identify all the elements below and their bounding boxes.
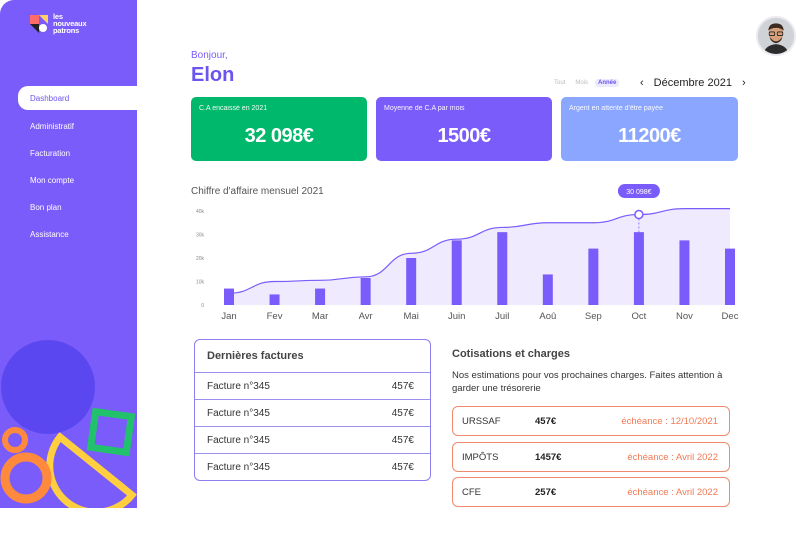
sidebar-nav: Dashboard Administratif Facturation Mon … <box>0 86 137 248</box>
brand-logo[interactable]: les nouveaux patrons <box>30 13 86 34</box>
x-tick-label: Mai <box>404 311 419 322</box>
bar <box>588 249 598 305</box>
stat-card-label: Moyenne de C.A par mois <box>384 105 465 112</box>
chevron-left-icon[interactable]: ‹ <box>640 77 644 89</box>
stat-card-ca[interactable]: C.A encaissé en 2021 32 098€ <box>191 97 367 161</box>
sidebar-item-mon-compte[interactable]: Mon compte <box>0 167 137 194</box>
tab-mois[interactable]: Mois <box>572 79 591 87</box>
bar <box>452 240 462 305</box>
x-tick-label: Juin <box>448 311 465 322</box>
charges-description: Nos estimations pour vos prochaines char… <box>452 369 732 395</box>
charge-amount: 457€ <box>535 416 556 427</box>
charge-item-impots[interactable]: IMPÔTS 1457€ échéance : Avril 2022 <box>452 442 730 472</box>
logo-word-3: patrons <box>53 27 86 34</box>
invoice-row[interactable]: Facture n°345 457€ <box>195 426 430 453</box>
x-tick-label: Dec <box>722 311 739 322</box>
invoice-name: Facture n°345 <box>207 408 270 419</box>
y-tick-label: 20k <box>196 256 205 262</box>
invoice-amount: 457€ <box>392 408 414 419</box>
month-navigator: ‹ Décembre 2021 › <box>640 77 746 89</box>
chevron-right-icon[interactable]: › <box>742 77 746 89</box>
x-tick-label: Mar <box>312 311 328 322</box>
bar <box>679 240 689 305</box>
sidebar-item-dashboard[interactable]: Dashboard <box>18 86 137 110</box>
charge-amount: 1457€ <box>535 452 561 463</box>
stat-card-value: 32 098€ <box>191 125 367 148</box>
stat-card-label: C.A encaissé en 2021 <box>199 105 267 112</box>
decorative-shapes <box>0 330 137 508</box>
invoice-name: Facture n°345 <box>207 462 270 473</box>
x-tick-label: Avr <box>359 311 373 322</box>
logo-text: les nouveaux patrons <box>53 13 86 34</box>
greeting-text: Bonjour, <box>191 50 228 61</box>
x-tick-label: Fev <box>267 311 283 322</box>
area-fill <box>229 209 730 305</box>
bar <box>270 294 280 305</box>
y-tick-label: 10k <box>196 280 205 286</box>
invoice-name: Facture n°345 <box>207 435 270 446</box>
stat-card-value: 11200€ <box>561 125 738 148</box>
revenue-chart: 40k 30k 20k 10k 0 Jan Fev Mar Avr Mai Juin Juil Aoû S… <box>191 182 741 327</box>
stat-card-label: Argent en attente d'être payée <box>569 105 663 112</box>
invoice-amount: 457€ <box>392 462 414 473</box>
bar <box>315 289 325 305</box>
invoice-name: Facture n°345 <box>207 381 270 392</box>
bar <box>725 249 735 305</box>
tab-tout[interactable]: Tout <box>551 79 568 87</box>
bar <box>406 258 416 305</box>
charge-due: échéance : Avril 2022 <box>627 452 718 463</box>
tab-annee[interactable]: Année <box>595 79 619 87</box>
y-tick-label: 40k <box>196 209 205 215</box>
x-tick-label: Oct <box>632 311 647 322</box>
stat-card-moyenne[interactable]: Moyenne de C.A par mois 1500€ <box>376 97 552 161</box>
charges-title: Cotisations et charges <box>452 348 570 360</box>
charge-due: échéance : Avril 2022 <box>627 487 718 498</box>
user-photo-icon <box>758 18 794 54</box>
charge-item-cfe[interactable]: CFE 257€ échéance : Avril 2022 <box>452 477 730 507</box>
y-tick-label: 0 <box>201 303 204 309</box>
invoice-row[interactable]: Facture n°345 457€ <box>195 372 430 399</box>
bar <box>361 278 371 305</box>
invoice-amount: 457€ <box>392 381 414 392</box>
charge-name: CFE <box>462 487 481 498</box>
avatar[interactable] <box>756 16 796 56</box>
invoices-title: Dernières factures <box>207 350 304 362</box>
x-tick-label: Nov <box>676 311 693 322</box>
month-label: Décembre 2021 <box>654 77 732 89</box>
user-name: Elon <box>191 64 234 87</box>
charge-name: URSSAF <box>462 416 501 427</box>
sidebar-item-assistance[interactable]: Assistance <box>0 221 137 248</box>
sidebar-item-bon-plan[interactable]: Bon plan <box>0 194 137 221</box>
logo-mark-icon <box>30 15 48 33</box>
invoices-panel: Dernières factures Facture n°345 457€ Fa… <box>194 339 431 481</box>
charge-due: échéance : 12/10/2021 <box>621 416 718 427</box>
stat-card-value: 1500€ <box>376 125 552 148</box>
charge-amount: 257€ <box>535 487 556 498</box>
y-tick-label: 30k <box>196 233 205 239</box>
period-tabs: Tout Mois Année <box>551 79 619 87</box>
sidebar-item-facturation[interactable]: Facturation <box>0 140 137 167</box>
bar <box>224 289 234 305</box>
highlight-point <box>635 211 643 219</box>
invoice-row[interactable]: Facture n°345 457€ <box>195 399 430 426</box>
bar <box>543 274 553 305</box>
x-tick-label: Juil <box>495 311 509 322</box>
x-tick-label: Sep <box>585 311 602 322</box>
sidebar-item-administratif[interactable]: Administratif <box>0 113 137 140</box>
charge-item-urssaf[interactable]: URSSAF 457€ échéance : 12/10/2021 <box>452 406 730 436</box>
invoice-row[interactable]: Facture n°345 457€ <box>195 453 430 480</box>
x-tick-label: Aoû <box>539 311 556 322</box>
invoice-amount: 457€ <box>392 435 414 446</box>
app-frame: les nouveaux patrons Dashboard Administr… <box>0 0 812 557</box>
stat-card-attente[interactable]: Argent en attente d'être payée 11200€ <box>561 97 738 161</box>
bar <box>497 232 507 305</box>
highlight-label: 30 098€ <box>626 189 651 196</box>
sidebar: les nouveaux patrons Dashboard Administr… <box>0 0 137 508</box>
x-tick-label: Jan <box>221 311 236 322</box>
charge-name: IMPÔTS <box>462 452 498 463</box>
